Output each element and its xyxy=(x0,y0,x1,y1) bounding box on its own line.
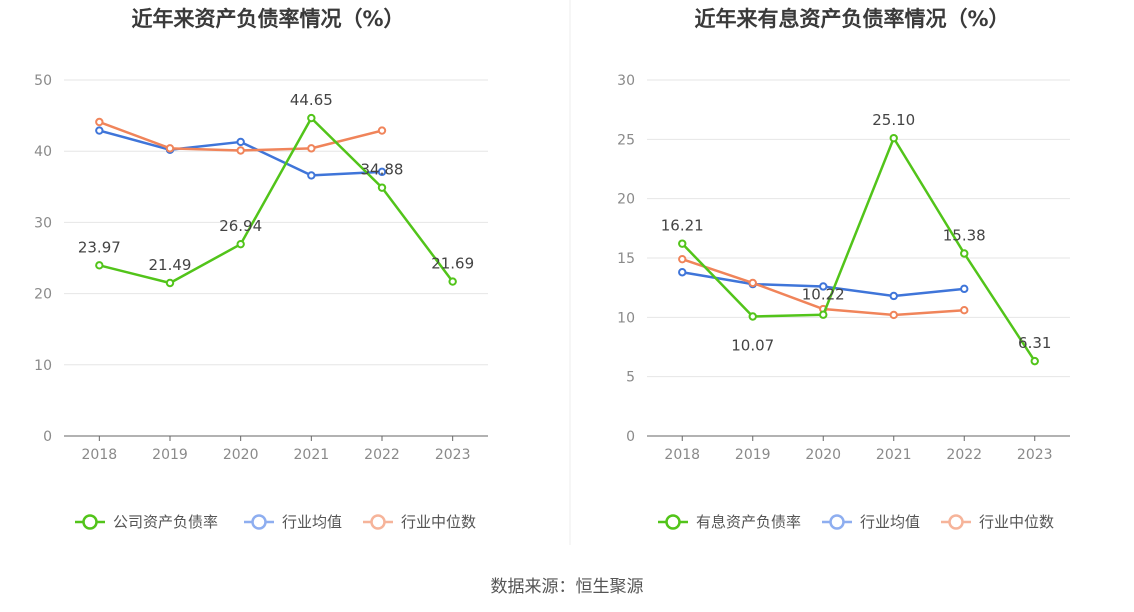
data-label: 23.97 xyxy=(78,238,121,256)
data-point-series-2 xyxy=(678,254,687,264)
data-point-series-2 xyxy=(748,278,757,288)
x-tick-label: 2021 xyxy=(294,447,330,463)
x-tick-label: 2022 xyxy=(364,447,400,463)
x-tick-label: 2020 xyxy=(223,447,259,463)
data-point-series-0 xyxy=(678,239,687,248)
data-label: 15.38 xyxy=(943,226,986,244)
legend-label: 行业中位数 xyxy=(401,513,476,531)
data-label: 34.88 xyxy=(361,161,404,179)
data-point-series-0 xyxy=(236,239,245,249)
data-point-series-0 xyxy=(748,312,757,321)
data-point-series-0 xyxy=(819,310,828,319)
y-tick-label: 50 xyxy=(34,73,52,89)
data-label: 10.07 xyxy=(731,337,774,355)
data-point-series-1 xyxy=(960,284,969,294)
data-point-series-0 xyxy=(95,261,104,270)
series-line-0 xyxy=(99,116,454,285)
chart-panel-debt-ratio: 近年来资产负债率情况（%） 0 10 20 30 40 50 2018 2019 2020 2021… xyxy=(34,7,488,531)
chart-title: 近年来资产负债率情况（%） xyxy=(131,7,404,31)
data-point-series-0 xyxy=(307,113,316,123)
y-tick-label: 30 xyxy=(34,215,52,231)
y-tick-label: 20 xyxy=(617,192,635,208)
data-point-series-0 xyxy=(1030,356,1039,366)
data-point-series-0 xyxy=(889,133,898,143)
data-point-series-1 xyxy=(377,167,387,177)
x-tick-label: 2020 xyxy=(805,447,841,463)
y-tick-label: 5 xyxy=(626,370,635,386)
data-point-series-2 xyxy=(889,310,898,320)
y-tick-label: 40 xyxy=(34,144,52,160)
legend-marker xyxy=(251,514,267,530)
data-label: 10.22 xyxy=(802,286,845,304)
legend-label: 行业均值 xyxy=(860,513,920,531)
data-point-series-0 xyxy=(377,183,387,192)
chart-title: 近年来有息资产负债率情况（%） xyxy=(694,7,1009,31)
data-point-series-1 xyxy=(236,137,245,147)
series-line-0 xyxy=(681,136,1036,362)
y-tick-label: 30 xyxy=(617,73,635,89)
data-point-series-2 xyxy=(95,117,104,127)
x-tick-label: 2018 xyxy=(664,447,700,463)
data-point-series-2 xyxy=(307,144,316,153)
chart-panel-interest-bearing-debt-ratio: 近年来有息资产负债率情况（%） 0 5 10 15 20 25 30 2018 2019 2020 2… xyxy=(617,7,1070,531)
data-point-series-2 xyxy=(236,146,245,155)
y-tick-label: 10 xyxy=(34,358,52,374)
legend-label: 行业均值 xyxy=(282,513,342,531)
y-tick-label: 25 xyxy=(617,132,635,148)
legend-label: 行业中位数 xyxy=(979,513,1054,531)
data-label: 16.21 xyxy=(661,217,704,235)
data-label: 6.31 xyxy=(1018,334,1051,352)
legend-marker xyxy=(82,514,98,530)
data-point-series-1 xyxy=(678,268,687,277)
legend-marker xyxy=(948,514,964,530)
x-tick-label: 2019 xyxy=(735,447,771,463)
data-point-series-1 xyxy=(889,291,898,301)
data-point-series-0 xyxy=(448,277,457,286)
y-tick-label: 10 xyxy=(617,310,635,326)
y-tick-label: 0 xyxy=(43,429,52,445)
data-point-series-0 xyxy=(960,249,969,258)
x-tick-label: 2021 xyxy=(876,447,912,463)
x-tick-label: 2022 xyxy=(946,447,982,463)
x-tick-label: 2023 xyxy=(1017,447,1053,463)
data-source-note: 数据来源：恒生聚源 xyxy=(491,577,644,597)
data-point-series-1 xyxy=(95,126,104,135)
data-label: 25.10 xyxy=(872,111,915,129)
legend-marker xyxy=(370,514,386,530)
legend-label: 公司资产负债率 xyxy=(113,513,218,531)
data-point-series-1 xyxy=(819,282,828,291)
x-tick-label: 2018 xyxy=(82,447,118,463)
y-tick-label: 20 xyxy=(34,287,52,303)
data-point-series-0 xyxy=(165,278,175,288)
data-label: 21.69 xyxy=(431,255,474,273)
legend-label: 有息资产负债率 xyxy=(696,513,801,531)
data-point-series-1 xyxy=(307,171,316,180)
legend-marker xyxy=(665,514,681,530)
data-label: 21.49 xyxy=(149,256,192,274)
data-point-series-2 xyxy=(377,126,387,135)
data-point-series-2 xyxy=(960,306,969,315)
y-tick-label: 0 xyxy=(626,429,635,445)
data-label: 44.65 xyxy=(290,91,333,109)
legend-marker xyxy=(829,514,845,530)
y-tick-label: 15 xyxy=(617,251,635,267)
x-tick-label: 2019 xyxy=(152,447,188,463)
data-label: 26.94 xyxy=(219,217,262,235)
x-tick-label: 2023 xyxy=(435,447,471,463)
data-point-series-2 xyxy=(165,144,175,153)
